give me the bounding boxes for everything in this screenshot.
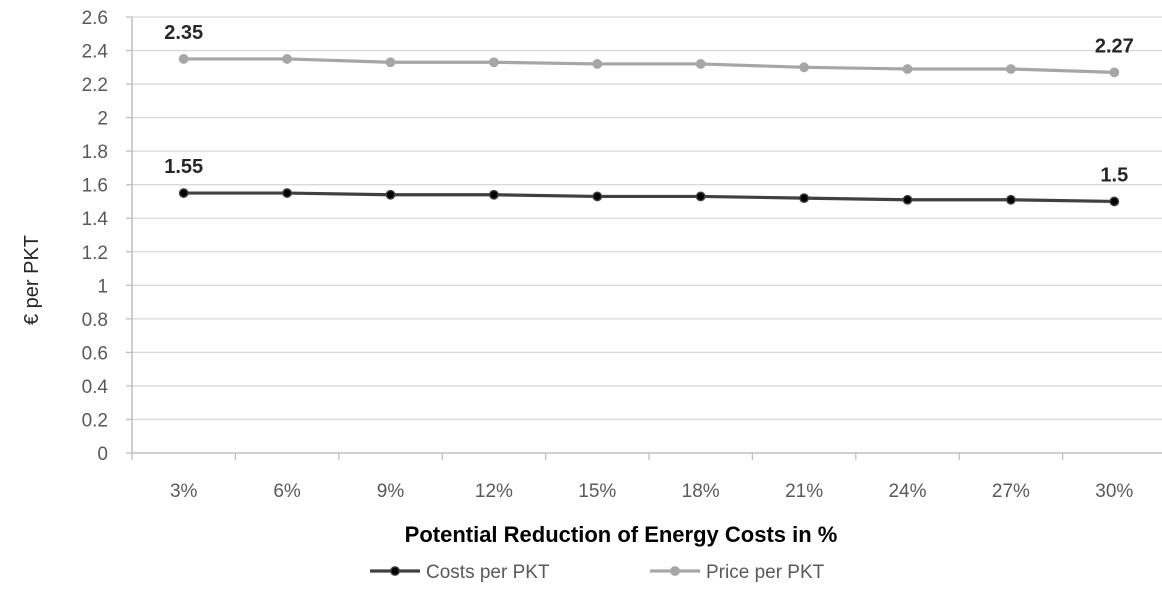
legend: Costs per PKT Price per PKT [370,562,825,583]
x-tick-label: 12% [475,481,513,502]
data-point [592,59,603,69]
data-point [282,54,292,64]
x-tick-label: 27% [992,481,1030,502]
data-label-last: 1.5 [1100,164,1128,186]
data-point [695,59,706,69]
x-tick-label: 21% [785,481,823,502]
y-tick-label: 0.4 [82,377,109,398]
legend-label: Costs per PKT [426,562,550,583]
data-point [178,188,189,198]
data-label-last: 2.27 [1095,35,1134,57]
data-point [1109,196,1120,207]
data-point [592,191,603,202]
x-tick-label: 30% [1095,481,1133,502]
data-point [799,193,809,204]
data-point [1006,64,1016,74]
x-tick-label: 18% [682,481,720,502]
series-line-1 [183,57,1115,74]
y-tick-label: 2 [97,109,108,130]
data-point [488,189,499,200]
data-label-first: 2.35 [164,22,203,44]
y-tick-labels: 0 0.2 0.4 0.6 0.8 1 1.2 1.4 1.6 1.8 2 2.2 2.4 2.6 [82,8,109,465]
data-point [902,194,913,205]
data-point [282,188,292,198]
data-point [385,57,396,68]
y-tick-label: 2.4 [82,42,109,63]
data-point [1109,67,1120,78]
data-point [799,62,809,73]
y-tick-label: 1.6 [82,176,108,197]
x-tick-label: 24% [888,481,926,502]
gridlines [132,16,1162,421]
x-tick-label: 15% [578,481,616,502]
legend-marker [670,566,680,576]
y-tick-label: 2.6 [82,8,108,29]
y-tick-label: 0.8 [82,310,108,331]
x-tick-labels: 3% 6% 9% 12% 15% 18% 21% 24% 27% 30% [170,481,1133,502]
y-tick-label: 0.6 [82,343,108,364]
y-tick-label: 1.2 [82,243,108,264]
x-tick-label: 6% [273,481,301,502]
y-tick-label: 1.4 [82,209,109,230]
y-tick-label: 0 [97,444,108,465]
x-tick-label: 9% [377,481,405,502]
y-axis-title: € per PKT [21,235,43,325]
y-tick-label: 0.2 [82,410,108,431]
y-tick-label: 1 [97,276,108,297]
x-axis-title: Potential Reduction of Energy Costs in % [405,522,838,547]
data-point [178,54,189,64]
series-group [178,54,1120,207]
legend-label: Price per PKT [706,562,825,583]
x-tick-label: 3% [170,481,198,502]
legend-marker [390,566,400,576]
series-line-0 [183,191,1115,204]
y-tick-label: 1.8 [82,142,108,163]
data-point [488,57,499,68]
data-labels: 1.55 1.5 2.35 2.27 [164,22,1134,187]
data-point [902,64,913,74]
data-label-first: 1.55 [164,156,203,178]
axes [126,16,1162,460]
y-tick-label: 2.2 [82,75,108,96]
data-point [385,189,396,200]
data-point [695,191,706,202]
data-point [1006,194,1016,205]
